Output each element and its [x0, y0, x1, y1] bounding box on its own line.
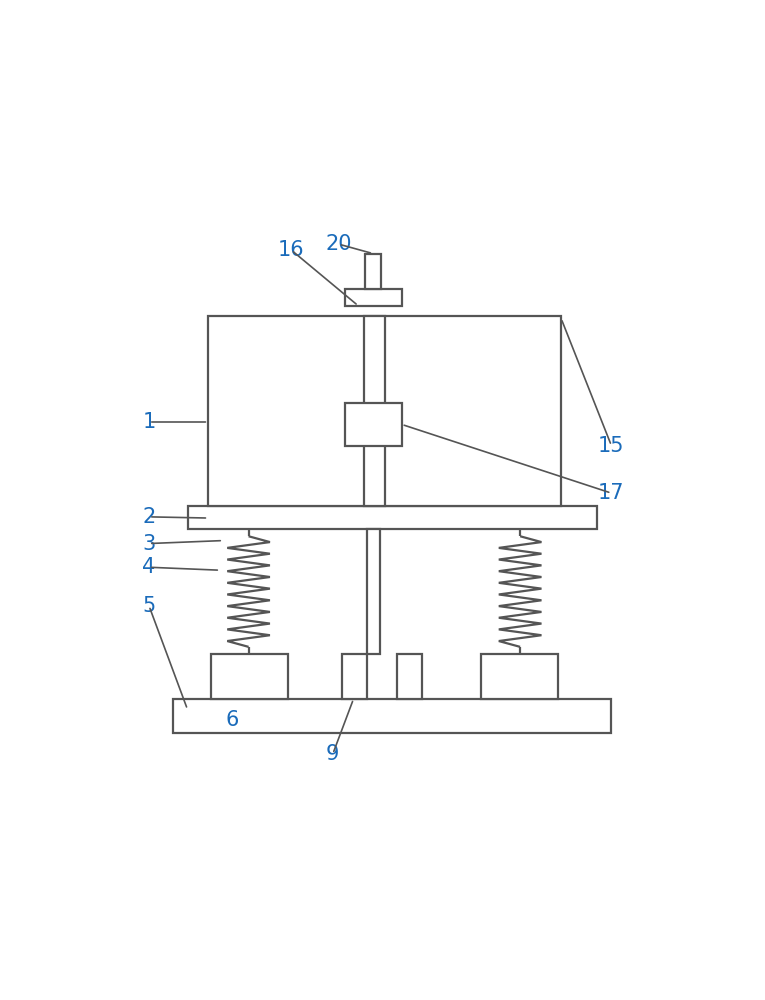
- Text: 6: 6: [226, 710, 239, 730]
- Bar: [363, 316, 385, 506]
- Bar: [344, 403, 402, 446]
- Text: 3: 3: [142, 534, 155, 554]
- Text: 15: 15: [598, 436, 625, 456]
- Text: 1: 1: [142, 412, 155, 432]
- Bar: [187, 506, 597, 529]
- Bar: [367, 529, 380, 654]
- Text: 9: 9: [326, 744, 340, 764]
- Bar: [344, 289, 402, 306]
- Text: 16: 16: [278, 240, 304, 260]
- Text: 5: 5: [142, 596, 155, 616]
- Bar: [481, 654, 558, 699]
- Bar: [208, 316, 561, 506]
- Text: 20: 20: [325, 234, 352, 254]
- Text: 2: 2: [142, 507, 155, 527]
- Text: 4: 4: [142, 557, 155, 577]
- Bar: [397, 654, 422, 699]
- Bar: [173, 699, 611, 733]
- Bar: [211, 654, 288, 699]
- Bar: [342, 654, 366, 699]
- Text: 17: 17: [598, 483, 625, 503]
- Bar: [365, 254, 382, 289]
